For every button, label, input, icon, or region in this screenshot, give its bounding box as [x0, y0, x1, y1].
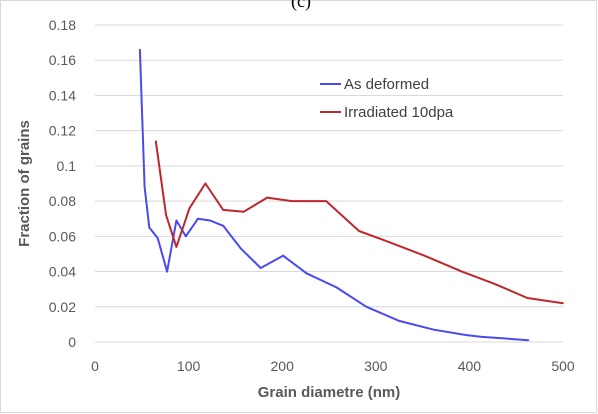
series-lines: [138, 48, 564, 342]
data-point: [266, 196, 269, 199]
data-point: [242, 210, 245, 213]
data-point: [166, 270, 168, 273]
data-point: [184, 235, 187, 238]
data-point: [240, 247, 242, 250]
y-tick-label: 0.02: [49, 299, 76, 315]
data-point: [175, 219, 178, 222]
data-point: [222, 224, 225, 227]
data-point: [423, 254, 426, 257]
x-tick-label: 500: [551, 358, 575, 374]
legend-label: As deformed: [344, 76, 429, 93]
y-tick-label: 0.18: [49, 17, 76, 33]
data-point: [165, 214, 168, 217]
data-point: [335, 286, 338, 289]
data-point: [527, 339, 530, 342]
y-tick-label: 0.1: [57, 158, 77, 174]
data-point: [222, 209, 225, 211]
data-point: [282, 254, 285, 257]
x-tick-labels: 0 100 200 300 400 500: [91, 358, 575, 374]
data-point: [562, 302, 564, 305]
data-point: [204, 182, 207, 185]
data-point: [139, 48, 141, 51]
data-point: [526, 297, 529, 299]
data-point: [464, 334, 467, 336]
data-point: [398, 319, 401, 322]
data-point: [391, 242, 394, 245]
data-point: [259, 267, 262, 269]
data-point: [290, 200, 293, 203]
data-point: [432, 328, 435, 331]
figure-label: (c): [291, 0, 311, 11]
x-tick-label: 100: [177, 358, 201, 374]
data-point: [493, 282, 496, 285]
y-tick-label: 0.06: [49, 228, 76, 244]
data-point: [479, 335, 482, 338]
y-tick-label: 0: [68, 334, 76, 350]
y-tick-label: 0.12: [49, 123, 76, 139]
legend: As deformed Irradiated 10dpa: [320, 76, 454, 121]
y-tick-label: 0.04: [49, 264, 76, 280]
data-point: [197, 217, 199, 220]
x-tick-label: 400: [458, 358, 482, 374]
legend-label: Irradiated 10dpa: [344, 104, 454, 121]
x-axis-title: Grain diametre (nm): [258, 384, 401, 401]
y-axis-title: Fraction of grains: [16, 120, 33, 247]
data-point: [188, 207, 191, 210]
data-point: [209, 219, 212, 222]
data-point: [143, 186, 146, 188]
y-tick-label: 0.14: [49, 87, 76, 103]
data-point: [461, 270, 463, 273]
data-point: [365, 305, 368, 308]
x-tick-label: 300: [364, 358, 388, 374]
data-point: [154, 140, 157, 143]
data-point: [175, 246, 178, 248]
x-tick-label: 0: [91, 358, 99, 374]
x-tick-label: 200: [271, 358, 295, 374]
y-tick-label: 0.08: [49, 193, 76, 209]
data-point: [148, 226, 151, 229]
data-point: [358, 230, 360, 232]
data-point: [305, 272, 308, 275]
data-point: [156, 237, 159, 239]
gridlines: [95, 24, 563, 343]
y-tick-label: 0.16: [49, 52, 76, 68]
data-point: [325, 200, 328, 203]
y-tick-labels: 0 0.02 0.04 0.06 0.08 0.1 0.12 0.14 0.16 0.18: [49, 17, 76, 350]
